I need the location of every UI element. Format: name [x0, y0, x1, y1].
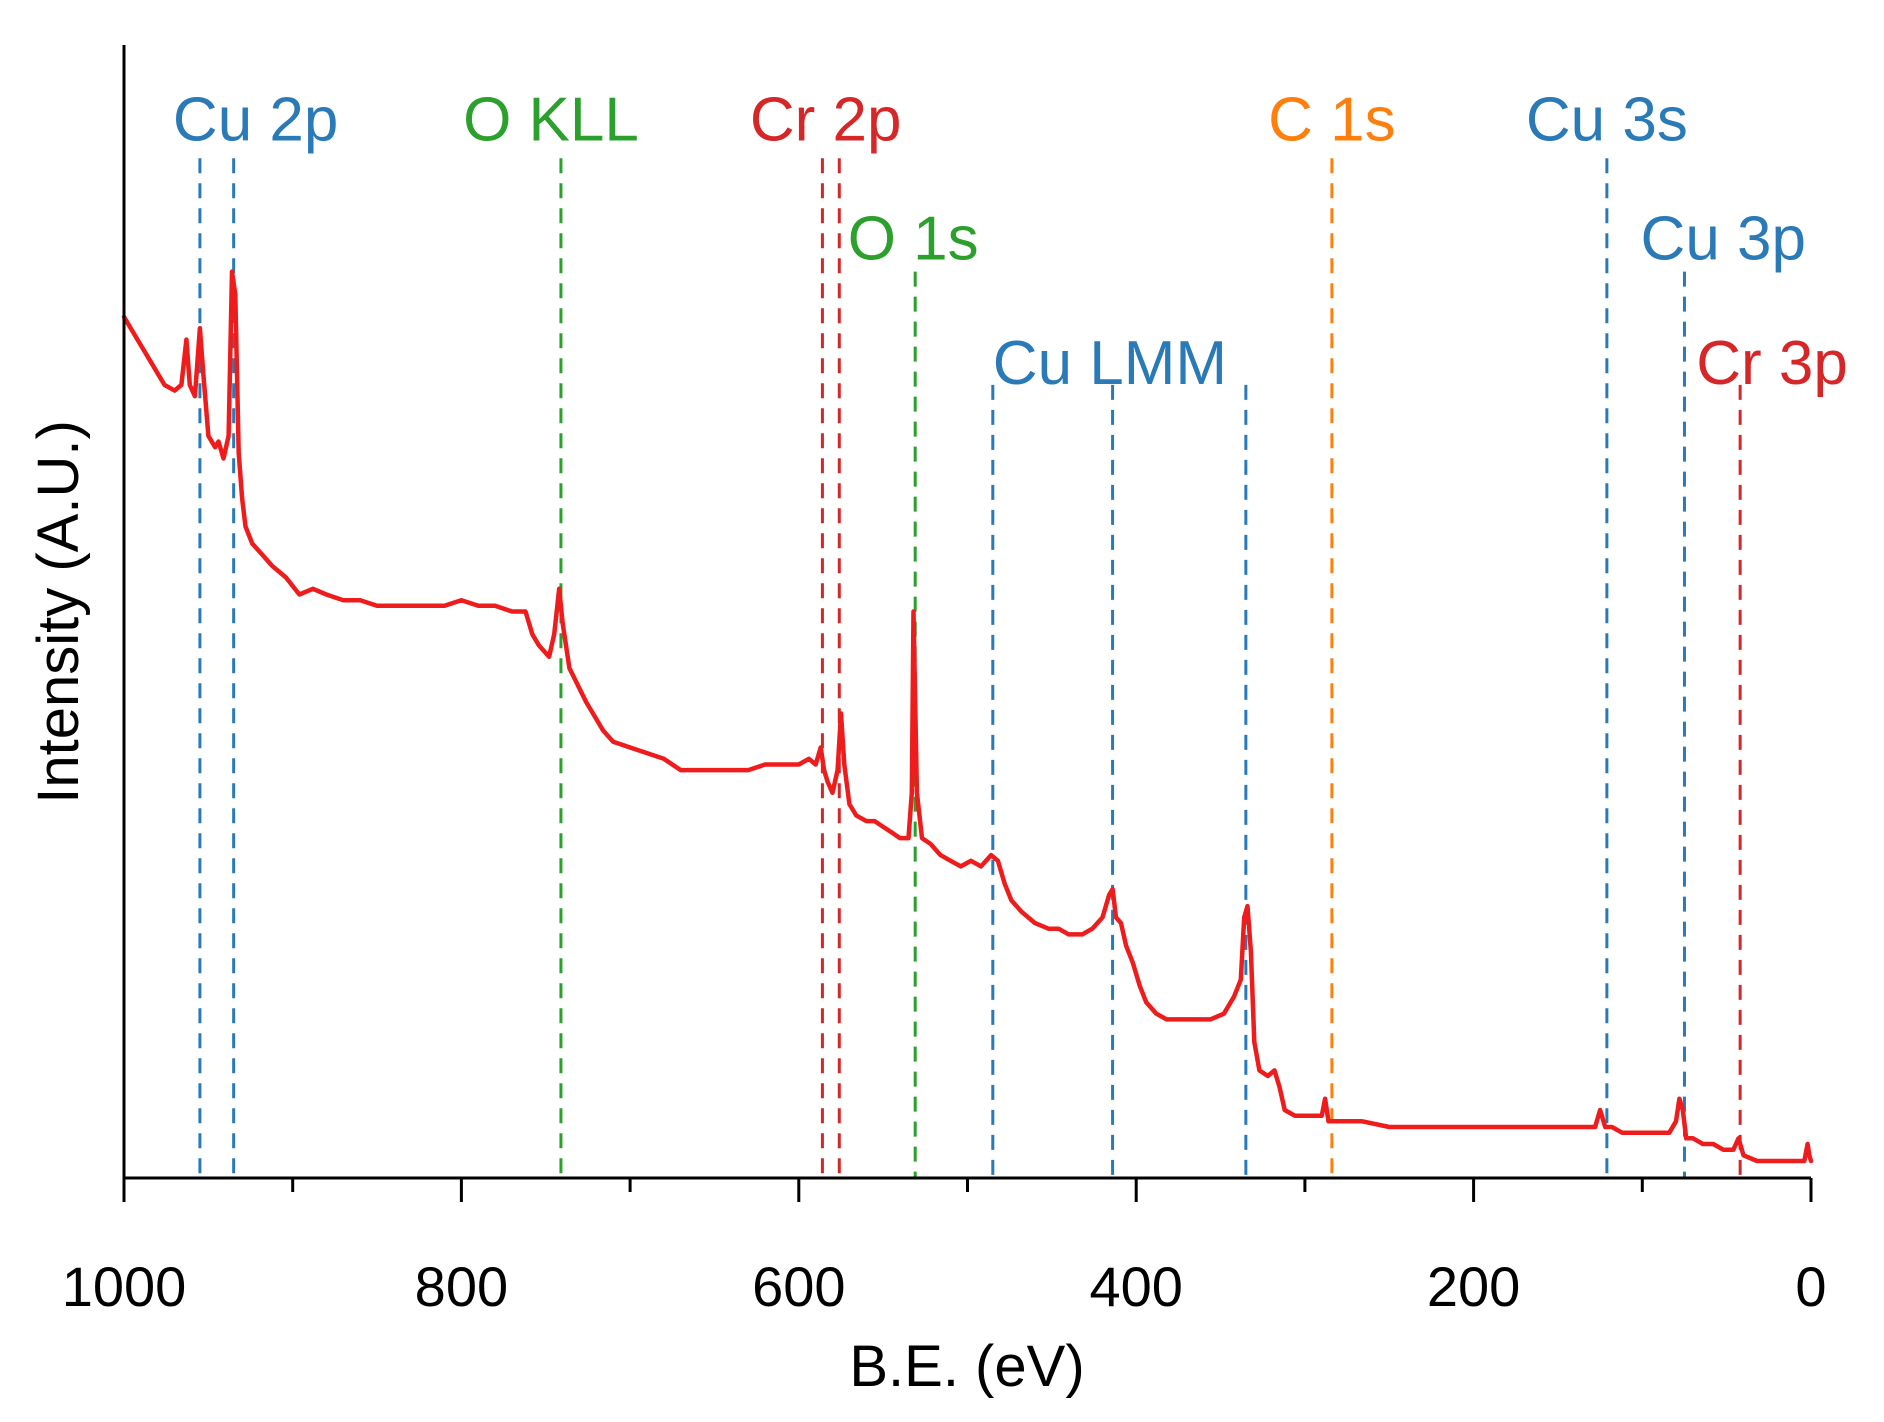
peak-label-cr-3p: Cr 3p: [1696, 329, 1848, 398]
peak-label-cu-lmm: Cu LMM: [993, 329, 1227, 398]
x-tick-label: 600: [752, 1255, 845, 1318]
peak-label-cr-2p: Cr 2p: [750, 86, 902, 155]
spectrum-line-group: [121, 269, 1814, 1164]
x-tick-label: 0: [1795, 1255, 1826, 1318]
peak-label-o-kll: O KLL: [463, 86, 639, 155]
spectrum-line: [121, 269, 1814, 1164]
peak-label-cu-3s: Cu 3s: [1526, 86, 1688, 155]
peak-label-cu-2p: Cu 2p: [173, 86, 338, 155]
peak-label-c-1s: C 1s: [1268, 86, 1395, 155]
x-ticks: 1000 800 600 400 200 0: [62, 1178, 1827, 1318]
peak-label-cu-3p: Cu 3p: [1641, 205, 1806, 274]
x-axis-title: B.E. (eV): [849, 1334, 1084, 1399]
x-tick-label: 400: [1089, 1255, 1182, 1318]
x-tick-label: 800: [415, 1255, 508, 1318]
x-tick-label: 200: [1427, 1255, 1520, 1318]
peak-label-o-1s: O 1s: [848, 205, 979, 274]
x-tick-label: 1000: [62, 1255, 187, 1318]
y-axis-title: Intensity (A.U.): [26, 420, 91, 804]
reference-lines: [198, 158, 1742, 1178]
